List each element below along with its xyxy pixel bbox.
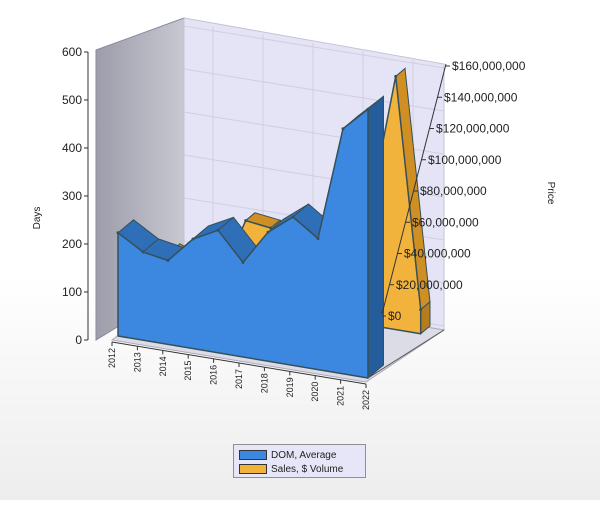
left-tick-label-100: 100 <box>62 285 82 299</box>
left-tick-label-500: 500 <box>62 93 82 107</box>
dom-average-series-point-2013 <box>141 250 145 254</box>
axes-layer: 0 100 200 300 400 500 600 Days $0 $20,000,000 $40,… <box>32 45 556 410</box>
legend-label-sales: Sales, $ Volume <box>271 463 344 475</box>
right-tick-label-1: $20,000,000 <box>396 278 463 292</box>
legend-swatch-sales <box>239 464 267 474</box>
legend-item-dom: DOM, Average <box>239 448 336 462</box>
dom-average-series-point-2018 <box>266 230 270 234</box>
right-tick-label-4: $80,000,000 <box>420 184 487 198</box>
dom-average-series-point-2022 <box>366 107 370 111</box>
right-tick-label-3: $60,000,000 <box>412 215 479 229</box>
x-tick-label-2013: 2013 <box>132 352 142 372</box>
legend-swatch-dom <box>239 450 267 460</box>
x-tick-label-2012: 2012 <box>107 348 117 368</box>
x-tick-label-2021: 2021 <box>336 386 346 406</box>
x-tick-label-2014: 2014 <box>158 356 168 376</box>
left-tick-label-300: 300 <box>62 189 82 203</box>
left-tick-label-400: 400 <box>62 141 82 155</box>
sales-volume-series-point-2022 <box>419 308 423 312</box>
x-tick-label-2016: 2016 <box>209 365 219 385</box>
dom-average-series-point-2016 <box>216 228 220 232</box>
dom-average-series-point-2017 <box>241 260 245 264</box>
sales-volume-series-point-2015 <box>244 219 248 223</box>
legend-item-sales: Sales, $ Volume <box>239 462 343 476</box>
series-layer <box>116 67 431 380</box>
dom-average-series-front-face <box>117 108 369 379</box>
dom-average-series-point-2012 <box>116 231 120 235</box>
x-tick-label-2020: 2020 <box>310 382 320 402</box>
y2-axis-title: Price <box>545 182 556 205</box>
right-tick-label-5: $100,000,000 <box>428 153 502 167</box>
gridline-horizontal <box>183 25 445 69</box>
x-tick-label-2018: 2018 <box>259 373 269 393</box>
left-tick-label-200: 200 <box>62 237 82 251</box>
right-tick-label-7: $140,000,000 <box>444 90 518 104</box>
legend-label-dom: DOM, Average <box>271 449 337 461</box>
x-tick-label-2017: 2017 <box>234 369 244 389</box>
left-tick-label-600: 600 <box>62 45 82 59</box>
chart-legend: DOM, Average Sales, $ Volume <box>233 444 366 478</box>
left-tick-label-0: 0 <box>75 333 82 347</box>
sales-volume-series-point-2021 <box>394 74 398 78</box>
x-tick-label-2022: 2022 <box>361 390 371 410</box>
dom-average-series-point-2014 <box>166 259 170 262</box>
x-tick-label-2019: 2019 <box>285 377 295 397</box>
dom-average-series-point-2021 <box>341 127 345 131</box>
right-tick-label-0: $0 <box>388 309 402 323</box>
y-axis-title: Days <box>32 207 43 230</box>
dom-average-series-point-2019 <box>291 215 295 219</box>
dom-average-series-end-cap <box>367 95 384 380</box>
dom-average-series-point-2015 <box>191 237 195 241</box>
dom-average-series-point-2020 <box>316 237 320 240</box>
floor-right-edge <box>367 329 445 379</box>
x-tick-label-2015: 2015 <box>183 361 193 381</box>
right-tick-label-6: $120,000,000 <box>436 122 510 136</box>
right-axis-line <box>381 63 447 315</box>
right-tick-label-8: $160,000,000 <box>452 59 526 73</box>
right-tick-label-2: $40,000,000 <box>404 247 471 261</box>
